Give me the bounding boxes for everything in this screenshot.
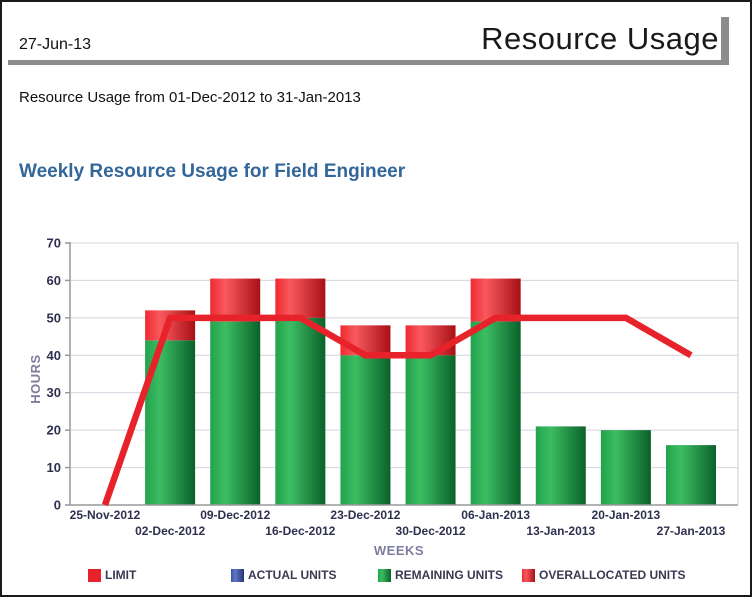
bar-segment-red xyxy=(275,278,326,318)
bar-segment-green xyxy=(405,355,456,505)
legend-label: ACTUAL UNITS xyxy=(248,568,337,582)
x-tick-label: 25-Nov-2012 xyxy=(70,508,141,522)
x-tick-label: 09-Dec-2012 xyxy=(200,508,270,522)
chart-legend: LIMIT ACTUAL UNITS REMAINING UNITS OVERA… xyxy=(2,566,750,588)
bar-segment-red xyxy=(470,278,521,322)
x-axis-title: WEEKS xyxy=(374,543,424,558)
legend-item-overallocated-units: OVERALLOCATED UNITS xyxy=(522,568,685,582)
x-tick-label: 27-Jan-2013 xyxy=(657,524,726,538)
legend-label: REMAINING UNITS xyxy=(395,568,503,582)
legend-label: LIMIT xyxy=(105,568,137,582)
bar-segment-green xyxy=(340,355,391,505)
y-tick-label: 60 xyxy=(47,273,61,288)
y-tick-label: 20 xyxy=(47,423,61,438)
y-axis-title: HOURS xyxy=(28,354,43,403)
limit-swatch-icon xyxy=(88,568,101,582)
report-subtitle: Resource Usage from 01-Dec-2012 to 31-Ja… xyxy=(19,89,361,106)
bar-segment-green xyxy=(470,321,521,505)
overallocated-units-swatch-icon xyxy=(522,568,535,582)
legend-item-limit: LIMIT xyxy=(88,568,136,582)
bar-segment-red xyxy=(405,325,456,356)
report-date: 27-Jun-13 xyxy=(19,36,92,53)
x-tick-label: 13-Jan-2013 xyxy=(526,524,595,538)
y-tick-label: 30 xyxy=(47,385,61,400)
y-tick-label: 0 xyxy=(54,498,61,513)
resource-usage-chart: 0 10 20 30 40 50 60 70 25-Nov-2012 02-Dec-2012 09-… xyxy=(2,232,750,564)
bar-segment-green xyxy=(600,430,651,505)
bar-segment-green xyxy=(210,321,261,505)
bar-segment-green xyxy=(535,426,586,505)
bar-segment-green xyxy=(275,317,326,505)
actual-units-swatch-icon xyxy=(231,568,244,582)
bar-segment-green xyxy=(666,445,716,505)
y-tick-label: 50 xyxy=(47,310,61,325)
bar-segment-red xyxy=(210,278,261,322)
chart-title: Weekly Resource Usage for Field Engineer xyxy=(19,161,406,182)
legend-item-actual-units: ACTUAL UNITS xyxy=(231,568,336,582)
header-divider xyxy=(8,60,721,65)
bar-segment-red xyxy=(340,325,391,356)
y-tick-label: 10 xyxy=(47,460,61,475)
y-tick-label: 70 xyxy=(47,236,61,251)
title-accent-bar xyxy=(721,17,729,65)
x-tick-label: 02-Dec-2012 xyxy=(135,524,205,538)
legend-item-remaining-units: REMAINING UNITS xyxy=(378,568,503,582)
report-title: Resource Usage xyxy=(481,21,719,56)
x-tick-label: 06-Jan-2013 xyxy=(461,508,530,522)
x-tick-label: 23-Dec-2012 xyxy=(330,508,400,522)
x-tick-label: 20-Jan-2013 xyxy=(592,508,661,522)
y-tick-label: 40 xyxy=(47,348,61,363)
x-tick-label: 30-Dec-2012 xyxy=(396,524,466,538)
limit-line xyxy=(101,314,693,507)
legend-label: OVERALLOCATED UNITS xyxy=(539,568,686,582)
remaining-units-swatch-icon xyxy=(378,568,391,582)
x-tick-label: 16-Dec-2012 xyxy=(265,524,335,538)
